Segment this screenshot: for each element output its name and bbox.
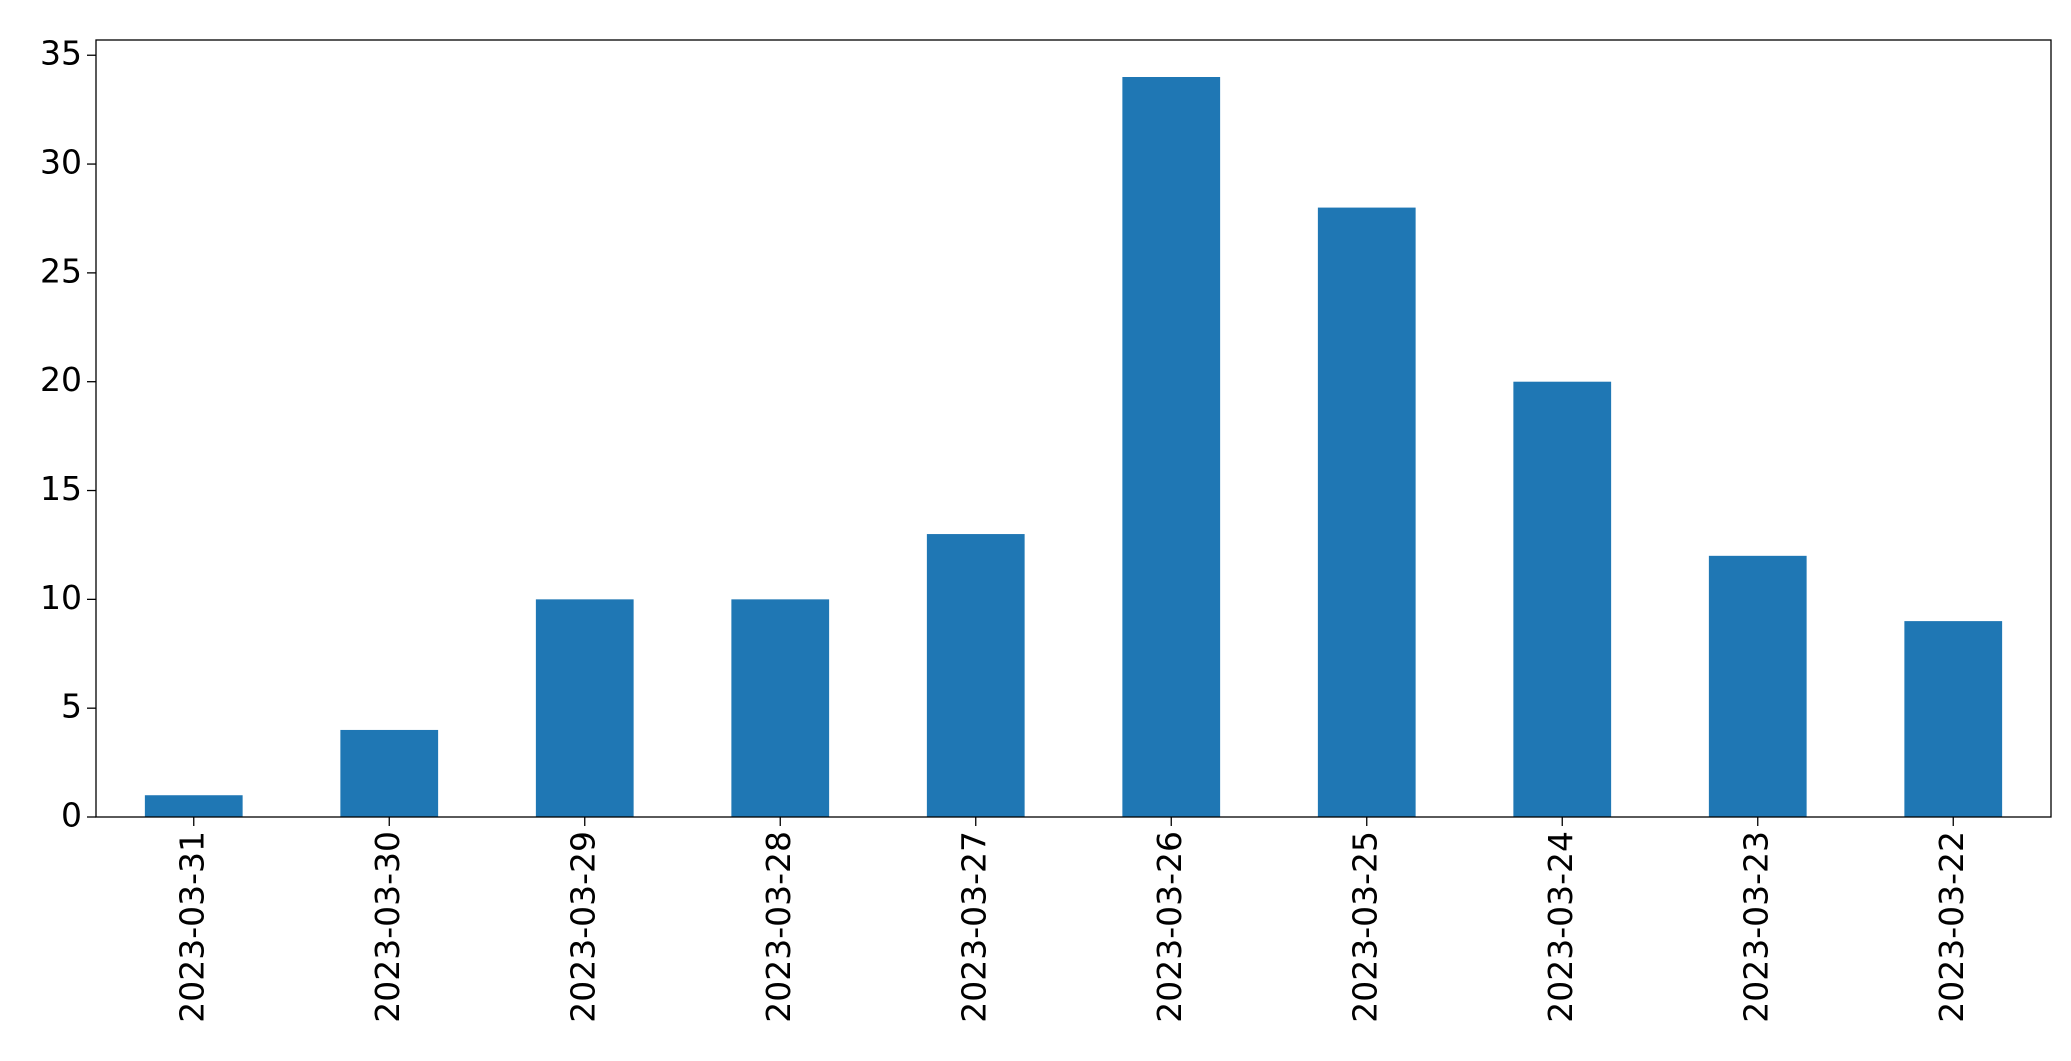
- bar: [144, 795, 243, 817]
- x-tick-label: 2023-03-22: [1932, 831, 1971, 1023]
- x-tick-label: 2023-03-31: [172, 831, 211, 1023]
- y-tick-label: 5: [61, 687, 82, 726]
- bar: [1513, 381, 1612, 817]
- bar: [1317, 207, 1416, 817]
- x-tick-label: 2023-03-30: [368, 831, 407, 1023]
- y-tick-label: 15: [40, 469, 82, 508]
- plot-frame: [95, 39, 2052, 818]
- y-tick-label: 25: [40, 251, 82, 290]
- bar: [926, 534, 1025, 817]
- y-tick-label: 35: [40, 34, 82, 73]
- y-tick-label: 20: [40, 360, 82, 399]
- x-tick-label: 2023-03-27: [954, 831, 993, 1023]
- y-tick-label: 0: [61, 796, 82, 835]
- y-tick-label: 30: [40, 143, 82, 182]
- x-tick-label: 2023-03-26: [1150, 831, 1189, 1023]
- x-tick-label: 2023-03-24: [1541, 831, 1580, 1023]
- bar: [1122, 77, 1221, 817]
- x-tick-label: 2023-03-25: [1345, 831, 1384, 1023]
- x-tick-label: 2023-03-23: [1736, 831, 1775, 1023]
- y-tick-label: 10: [40, 578, 82, 617]
- bar: [731, 599, 830, 817]
- bar: [535, 599, 634, 817]
- x-tick-label: 2023-03-29: [563, 831, 602, 1023]
- bar: [340, 729, 439, 817]
- x-tick-label: 2023-03-28: [759, 831, 798, 1023]
- bar: [1708, 555, 1807, 817]
- bar: [1904, 621, 2003, 817]
